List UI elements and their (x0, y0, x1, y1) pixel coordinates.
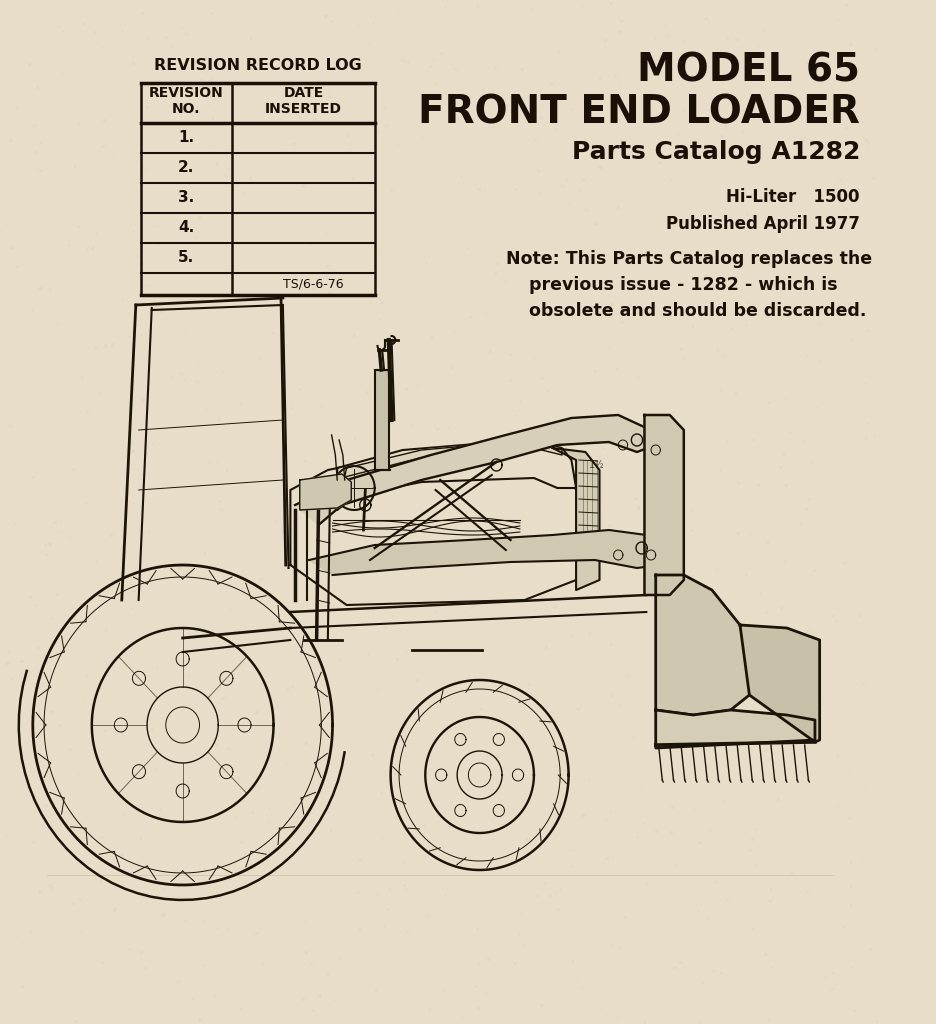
Polygon shape (337, 440, 576, 510)
Polygon shape (290, 450, 576, 605)
Text: 2.: 2. (178, 161, 195, 175)
Text: obsolete and should be discarded.: obsolete and should be discarded. (529, 302, 867, 319)
Polygon shape (309, 530, 665, 575)
Text: Note: This Parts Catalog replaces the: Note: This Parts Catalog replaces the (505, 250, 872, 268)
Text: DATE
INSERTED: DATE INSERTED (265, 86, 342, 116)
Polygon shape (552, 449, 599, 590)
Text: Hi-Liter   1500: Hi-Liter 1500 (726, 188, 860, 206)
Text: 3.: 3. (178, 190, 195, 206)
Text: REVISION RECORD LOG: REVISION RECORD LOG (154, 58, 361, 73)
Text: 4.: 4. (178, 220, 195, 236)
Text: previous issue - 1282 - which is: previous issue - 1282 - which is (529, 276, 838, 294)
Polygon shape (740, 625, 820, 742)
Text: TS/6-6-76: TS/6-6-76 (283, 278, 344, 291)
Polygon shape (656, 575, 750, 715)
Text: 1.: 1. (179, 130, 195, 145)
Text: Published April 1977: Published April 1977 (665, 215, 860, 233)
Text: REVISION
NO.: REVISION NO. (149, 86, 224, 116)
Bar (374, 370, 388, 470)
Polygon shape (645, 415, 684, 595)
Polygon shape (295, 415, 656, 525)
Text: Parts Catalog A1282: Parts Catalog A1282 (572, 140, 860, 164)
Text: 1½: 1½ (589, 460, 605, 470)
Text: MODEL 65: MODEL 65 (636, 52, 860, 90)
Polygon shape (344, 440, 562, 477)
Polygon shape (656, 710, 815, 748)
Text: FRONT END LOADER: FRONT END LOADER (418, 93, 860, 131)
Polygon shape (300, 474, 351, 510)
Text: 5.: 5. (178, 251, 195, 265)
